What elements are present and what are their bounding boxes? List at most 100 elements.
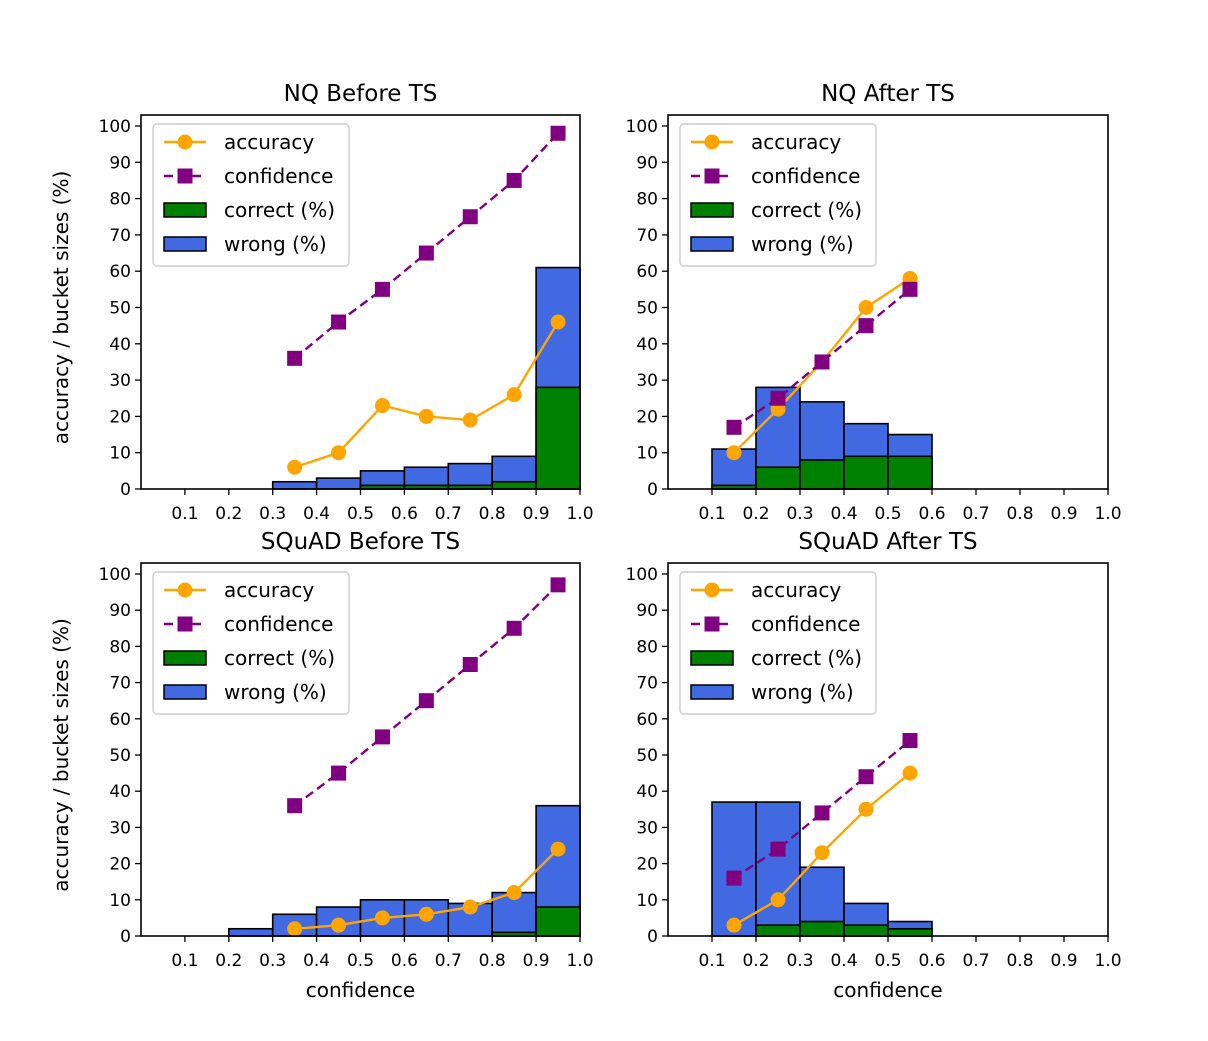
x-tick-label: 0.9	[523, 504, 550, 524]
x-tick-label: 1.0	[1094, 951, 1121, 971]
x-tick-label: 0.3	[259, 504, 286, 524]
x-tick-label: 0.4	[303, 504, 330, 524]
confidence-point	[550, 577, 566, 593]
x-tick-label: 0.2	[742, 951, 769, 971]
y-axis-label: accuracy / bucket sizes (%)	[49, 618, 73, 892]
panel-nq-after-ts: 0 10 20 30 40 50 60 70 80 90 100 0.1 0.2 0.3 0.4 0.5 0.6…	[626, 81, 1122, 524]
accuracy-point	[726, 445, 742, 461]
x-tick-label: 0.6	[918, 951, 945, 971]
bar-wrong	[315, 477, 362, 490]
chart-title: SQuAD After TS	[798, 529, 977, 555]
legend-wrong-swatch	[163, 236, 207, 252]
legend-confidence-marker	[177, 168, 193, 184]
panel-squad-before-ts: 0 10 20 30 40 50 60 70 80 90 100 0.1 0.2 0.3 0.4 0.5 0.6…	[49, 529, 594, 1002]
x-tick-label: 1.0	[566, 951, 593, 971]
y-tick-label: 30	[636, 371, 658, 391]
bar-correct	[843, 924, 889, 937]
x-tick-label: 0.3	[786, 951, 813, 971]
confidence-point	[858, 769, 874, 785]
y-tick-label: 90	[636, 153, 658, 173]
y-tick-label: 0	[120, 480, 131, 500]
y-tick-label: 40	[636, 335, 658, 355]
y-tick-label: 20	[636, 407, 658, 427]
confidence-line	[733, 288, 911, 429]
x-tick-label: 0.4	[830, 504, 857, 524]
legend-box	[679, 123, 877, 267]
legend-entry-label: wrong (%)	[224, 232, 327, 256]
y-tick-label: 70	[636, 226, 658, 246]
legend-entry-label: confidence	[224, 612, 333, 636]
confidence-point	[287, 350, 303, 366]
x-tick-label: 0.6	[391, 504, 418, 524]
x-tick-label: 0.7	[962, 951, 989, 971]
legend-entry-label: accuracy	[224, 578, 314, 602]
y-tick-label: 80	[636, 637, 658, 657]
confidence-point	[858, 318, 874, 334]
x-tick-label: 0.4	[303, 951, 330, 971]
legend-entry-label: confidence	[751, 164, 860, 188]
y-tick-label: 100	[626, 117, 658, 137]
x-tick-label: 1.0	[1094, 504, 1121, 524]
confidence-point	[287, 798, 303, 814]
panel-squad-after-ts: 0 10 20 30 40 50 60 70 80 90 100 0.1 0.2 0.3 0.4 0.5 0.6…	[626, 529, 1122, 1002]
legend-wrong-swatch	[163, 684, 207, 700]
y-tick-label: 10	[636, 444, 658, 464]
bar-correct	[843, 455, 889, 490]
accuracy-point	[287, 921, 303, 937]
x-tick-label: 0.1	[171, 504, 198, 524]
y-tick-label: 0	[647, 927, 658, 947]
legend-entry-label: confidence	[751, 612, 860, 636]
y-tick-label: 0	[647, 480, 658, 500]
chart-title: NQ After TS	[821, 81, 955, 107]
bar-correct	[755, 924, 801, 937]
x-tick-label: 0.6	[918, 504, 945, 524]
x-axis-label: confidence	[833, 978, 942, 1002]
legend-correct-swatch	[690, 650, 734, 666]
x-tick-label: 0.3	[786, 504, 813, 524]
y-tick-label: 20	[109, 855, 131, 875]
confidence-point	[331, 314, 347, 330]
legend-entry-label: accuracy	[751, 130, 841, 154]
bar-correct	[491, 480, 537, 490]
y-tick-label: 40	[109, 782, 131, 802]
x-tick-label: 0.8	[1006, 504, 1033, 524]
y-tick-label: 80	[636, 190, 658, 210]
x-tick-label: 0.5	[347, 504, 374, 524]
bar-wrong	[755, 801, 801, 937]
confidence-point	[550, 125, 566, 141]
accuracy-point	[287, 459, 303, 475]
legend-entry-label: correct (%)	[224, 646, 335, 670]
y-tick-label: 50	[636, 746, 658, 766]
y-tick-label: 100	[99, 565, 131, 585]
y-tick-label: 90	[109, 601, 131, 621]
y-tick-label: 70	[636, 674, 658, 694]
legend-accuracy-marker	[704, 582, 720, 598]
legend-entry-label: wrong (%)	[751, 232, 854, 256]
accuracy-point	[858, 300, 874, 315]
y-tick-label: 20	[109, 407, 131, 427]
x-tick-label: 0.9	[1050, 951, 1077, 971]
accuracy-point	[550, 314, 566, 330]
legend-correct-swatch	[163, 202, 207, 218]
x-tick-label: 0.8	[479, 951, 506, 971]
legend-accuracy-marker	[177, 134, 193, 150]
accuracy-point	[331, 445, 347, 461]
y-tick-label: 20	[636, 855, 658, 875]
confidence-line	[733, 739, 911, 880]
legend-correct-swatch	[690, 202, 734, 218]
legend-wrong-swatch	[690, 236, 734, 252]
x-tick-label: 0.5	[347, 951, 374, 971]
legend-entry-label: wrong (%)	[224, 680, 327, 704]
bar-correct	[887, 927, 933, 937]
accuracy-point	[726, 917, 742, 933]
confidence-point	[374, 729, 390, 745]
accuracy-point	[462, 899, 478, 915]
accuracy-point	[858, 801, 874, 817]
accuracy-point	[374, 398, 390, 414]
y-tick-label: 90	[636, 601, 658, 621]
x-tick-label: 0.2	[215, 951, 242, 971]
confidence-point	[726, 419, 742, 435]
y-tick-label: 100	[99, 117, 131, 137]
y-tick-label: 60	[636, 262, 658, 282]
